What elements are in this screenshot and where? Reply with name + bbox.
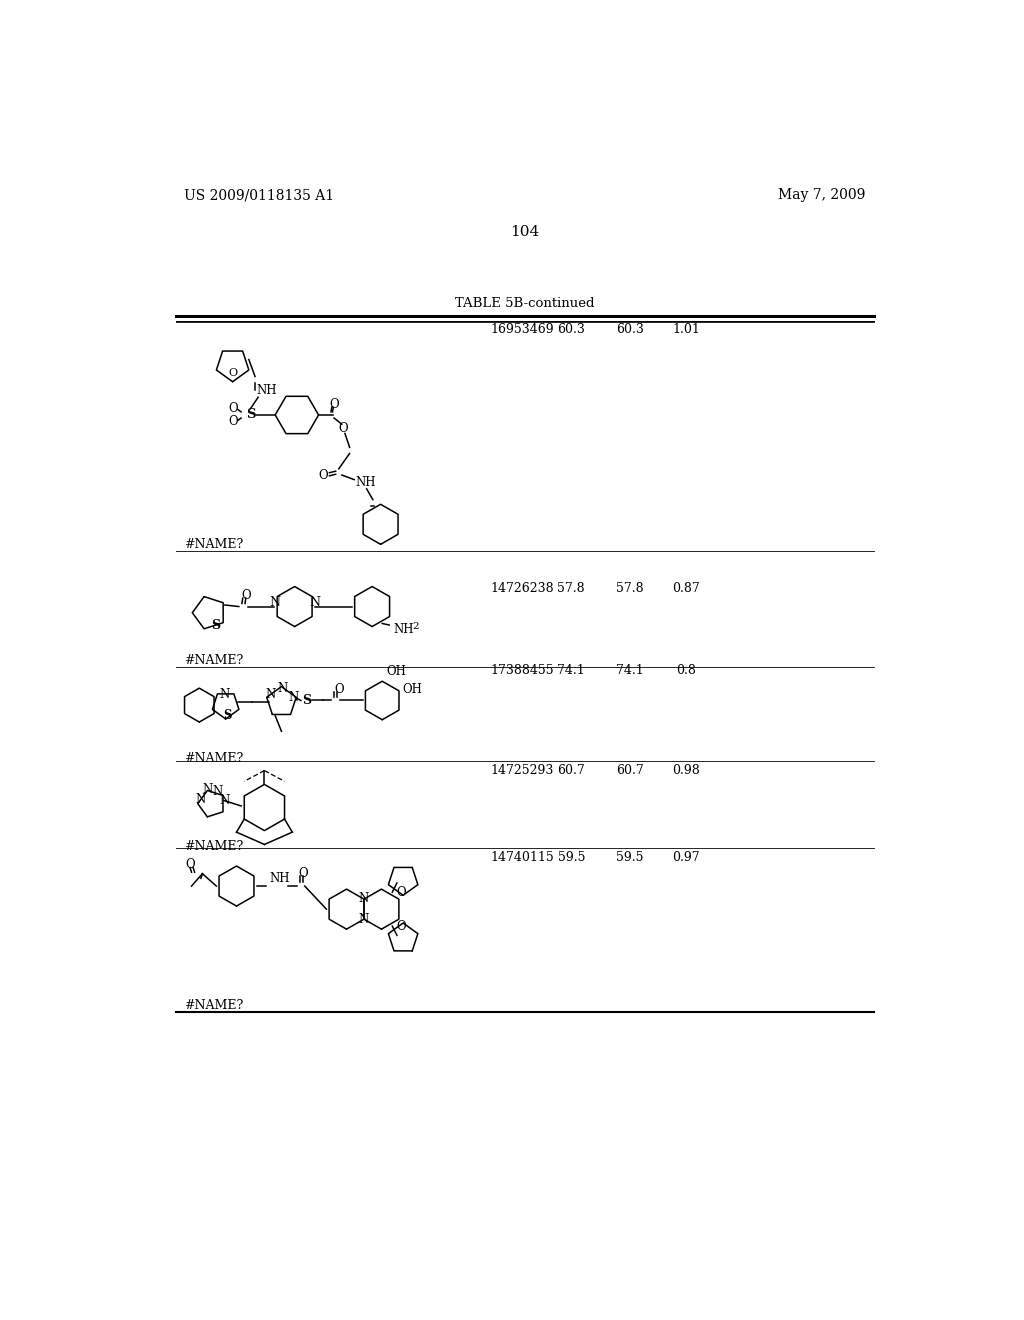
Text: N: N (269, 597, 280, 610)
Text: O: O (185, 858, 195, 871)
Text: N: N (196, 792, 206, 805)
Text: O: O (396, 920, 407, 933)
Text: O: O (242, 589, 251, 602)
Text: O: O (339, 422, 348, 436)
Text: N: N (358, 913, 369, 927)
Text: 16953469: 16953469 (490, 323, 554, 335)
Text: S: S (246, 408, 255, 421)
Text: US 2009/0118135 A1: US 2009/0118135 A1 (183, 189, 334, 202)
Text: S: S (302, 694, 311, 708)
Text: NH: NH (269, 871, 290, 884)
Text: N: N (358, 892, 369, 906)
Text: 14726238: 14726238 (490, 582, 554, 594)
Text: S: S (223, 709, 231, 722)
Text: N: N (219, 688, 229, 701)
Text: NH: NH (394, 623, 415, 636)
Text: N: N (202, 783, 212, 796)
Text: O: O (396, 886, 407, 899)
Text: O: O (298, 867, 308, 880)
Text: OH: OH (402, 684, 422, 696)
Text: 60.3: 60.3 (557, 323, 586, 335)
Text: #NAME?: #NAME? (183, 752, 243, 766)
Text: N: N (309, 597, 321, 610)
Text: O: O (330, 397, 339, 411)
Text: TABLE 5B-continued: TABLE 5B-continued (455, 297, 595, 310)
Text: N: N (289, 690, 299, 704)
Text: 59.5: 59.5 (557, 851, 585, 865)
Text: N: N (219, 795, 229, 807)
Text: 0.97: 0.97 (672, 851, 699, 865)
Text: NH: NH (355, 477, 376, 490)
Text: 104: 104 (510, 224, 540, 239)
Text: 74.1: 74.1 (557, 664, 585, 677)
Text: O: O (318, 469, 328, 482)
Text: N: N (278, 681, 288, 694)
Text: 0.87: 0.87 (672, 582, 699, 594)
Text: 14740115: 14740115 (490, 851, 554, 865)
Text: 2: 2 (413, 622, 419, 631)
Text: 60.7: 60.7 (616, 764, 644, 777)
Text: 60.3: 60.3 (616, 323, 644, 335)
Text: 59.5: 59.5 (616, 851, 644, 865)
Text: N: N (213, 785, 223, 797)
Text: O: O (228, 414, 239, 428)
Text: O: O (228, 368, 238, 379)
Text: OH: OH (386, 665, 406, 677)
Text: N: N (265, 688, 275, 701)
Text: #NAME?: #NAME? (183, 653, 243, 667)
Text: O: O (228, 403, 239, 416)
Text: S: S (211, 619, 220, 631)
Text: 1.01: 1.01 (672, 323, 700, 335)
Text: 14725293: 14725293 (490, 764, 554, 777)
Text: 0.98: 0.98 (672, 764, 699, 777)
Text: O: O (334, 684, 344, 696)
Text: NH: NH (257, 384, 278, 397)
Text: 17388455: 17388455 (490, 664, 554, 677)
Text: 57.8: 57.8 (557, 582, 585, 594)
Text: #NAME?: #NAME? (183, 999, 243, 1012)
Text: 74.1: 74.1 (616, 664, 644, 677)
Text: #NAME?: #NAME? (183, 539, 243, 552)
Text: #NAME?: #NAME? (183, 840, 243, 853)
Text: 57.8: 57.8 (616, 582, 644, 594)
Text: 60.7: 60.7 (557, 764, 585, 777)
Text: 0.8: 0.8 (676, 664, 696, 677)
Text: May 7, 2009: May 7, 2009 (778, 189, 866, 202)
